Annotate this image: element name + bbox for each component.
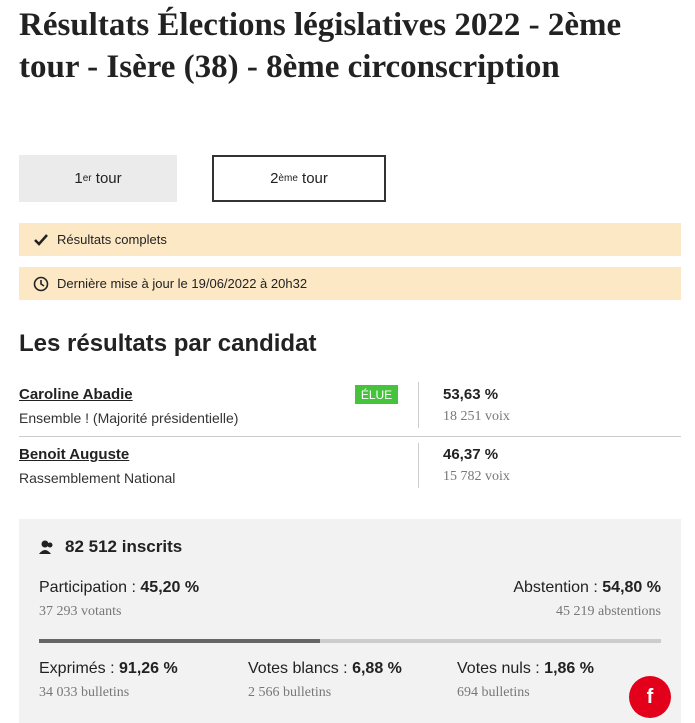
candidate-votes: 15 782 voix xyxy=(443,469,510,484)
divider xyxy=(418,382,419,428)
stat-detail: 34 033 bulletins xyxy=(39,685,130,700)
stat-value: 91,26 % xyxy=(119,660,178,677)
abstention: Abstention : 54,80 % xyxy=(513,579,661,597)
stat-value: 54,80 % xyxy=(602,579,661,596)
status-bar: Dernière mise à jour le 19/06/2022 à 20h… xyxy=(19,267,681,300)
stat-label: Exprimés : xyxy=(39,660,115,677)
breakdown: Exprimés : 91,26 % xyxy=(39,660,178,678)
tab-label: tour xyxy=(95,170,122,187)
status-text: Dernière mise à jour le 19/06/2022 à 20h… xyxy=(57,276,308,291)
check-icon xyxy=(34,233,48,246)
stat-label: Abstention : xyxy=(513,579,598,596)
tab-num: 1 xyxy=(74,170,83,187)
page-title: Résultats Élections législatives 2022 - … xyxy=(19,7,622,85)
tab[interactable]: 1 er tour xyxy=(19,155,177,202)
breakdown: Votes nuls : 1,86 % xyxy=(457,660,594,678)
tab-sup: ème xyxy=(278,173,298,184)
stat-value: 45,20 % xyxy=(140,579,200,596)
stat-label: Votes blancs : xyxy=(248,660,348,677)
candidate-name[interactable]: Benoit Auguste xyxy=(19,446,130,463)
stat-label: Participation : xyxy=(39,579,136,596)
people-icon xyxy=(39,540,53,554)
section-title: Les résultats par candidat xyxy=(19,330,317,357)
stat-label: Votes nuls : xyxy=(457,660,540,677)
progress-track xyxy=(39,639,661,643)
divider xyxy=(418,443,419,488)
elected-badge: ÉLUE xyxy=(355,385,398,404)
share-button[interactable]: f xyxy=(629,676,671,718)
participation: Participation : 45,20 % xyxy=(39,579,199,597)
stat-value: 6,88 % xyxy=(352,660,402,677)
status-text: Résultats complets xyxy=(57,232,167,247)
registered: 82 512 inscrits xyxy=(65,537,183,556)
tab[interactable]: 2 ème tour xyxy=(212,155,386,202)
stat-detail: 694 bulletins xyxy=(457,685,530,700)
progress-fill xyxy=(39,639,321,643)
candidate-name[interactable]: Caroline Abadie xyxy=(19,386,133,403)
stat-detail: 45 219 abstentions xyxy=(556,604,661,619)
stat-detail: 2 566 bulletins xyxy=(248,685,332,700)
candidate-party: Rassemblement National xyxy=(19,470,176,486)
candidate-percent: 53,63 % xyxy=(443,386,499,403)
tab-sup: er xyxy=(82,173,92,184)
tab-label: tour xyxy=(302,170,328,187)
tab-num: 2 xyxy=(270,170,279,187)
candidate-party: Ensemble ! (Majorité présidentielle) xyxy=(19,410,239,426)
divider xyxy=(19,436,681,437)
clock-icon xyxy=(33,276,49,291)
stat-detail: 37 293 votants xyxy=(39,604,122,619)
candidate-percent: 46,37 % xyxy=(443,446,499,463)
status-bar: Résultats complets xyxy=(19,223,681,256)
breakdown: Votes blancs : 6,88 % xyxy=(248,660,402,678)
stat-value: 1,86 % xyxy=(544,660,594,677)
stats-box: 82 512 inscrits Participation : 45,20 % … xyxy=(19,519,681,723)
candidate-votes: 18 251 voix xyxy=(443,409,510,424)
